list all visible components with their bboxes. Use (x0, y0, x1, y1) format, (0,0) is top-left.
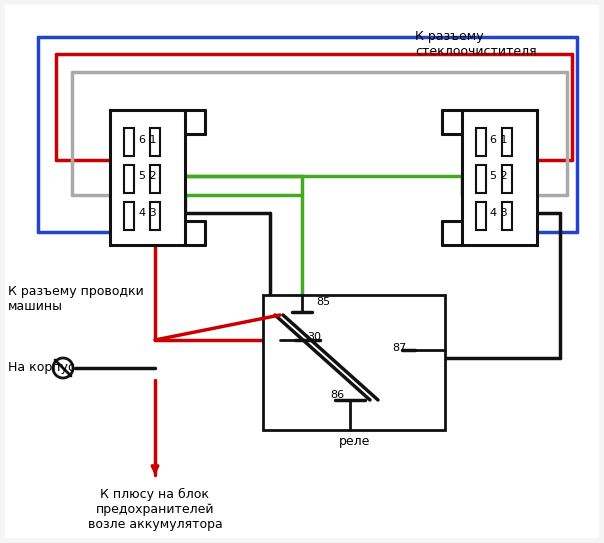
Bar (124, 165, 134, 193)
Bar (124, 128, 134, 156)
Bar (476, 202, 486, 230)
Text: 6 1: 6 1 (490, 135, 508, 145)
Text: 85: 85 (316, 297, 330, 307)
Bar (150, 128, 160, 156)
Bar (462, 110, 537, 245)
Text: К плюсу на блок
предохранителей
возле аккумулятора: К плюсу на блок предохранителей возле ак… (88, 488, 222, 531)
Bar (150, 165, 160, 193)
Text: На корпус: На корпус (8, 362, 75, 375)
Bar (502, 202, 512, 230)
Text: 4 3: 4 3 (490, 208, 508, 218)
Text: 6 1: 6 1 (140, 135, 157, 145)
Text: К разъему
стеклоочистителя: К разъему стеклоочистителя (415, 30, 536, 58)
Text: К разъему проводки
машины: К разъему проводки машины (8, 285, 144, 313)
Text: 4 3: 4 3 (139, 208, 157, 218)
Bar (476, 128, 486, 156)
Text: реле: реле (339, 435, 371, 448)
Bar (502, 165, 512, 193)
Bar (150, 202, 160, 230)
Text: 30: 30 (307, 332, 321, 342)
Bar (476, 165, 486, 193)
Text: 87: 87 (392, 343, 406, 353)
Bar (110, 110, 185, 245)
Bar (502, 128, 512, 156)
Text: 5 2: 5 2 (490, 171, 508, 181)
Text: 5 2: 5 2 (139, 171, 157, 181)
Bar (263, 295, 445, 430)
Bar (124, 202, 134, 230)
Text: 86: 86 (330, 390, 344, 400)
